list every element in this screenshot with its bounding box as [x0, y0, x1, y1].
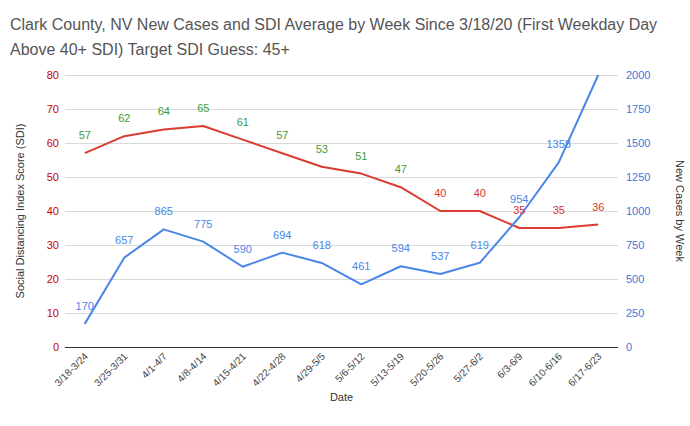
title: Clark County, NV New Cases and SDI Avera… — [10, 16, 657, 58]
x-tick-label: 3/18-3/24 — [52, 350, 90, 388]
data-label: 64 — [158, 105, 170, 117]
x-tick-label: 6/10-6/16 — [526, 350, 564, 388]
data-label: 36 — [592, 201, 604, 213]
y-tick-label: 70 — [47, 103, 59, 115]
y2-tick-label: 1750 — [626, 103, 650, 115]
grid-line — [65, 177, 618, 178]
y-tick-label: 0 — [53, 341, 59, 353]
data-label: 35 — [553, 204, 565, 216]
data-label: 53 — [316, 143, 328, 155]
data-label: 51 — [355, 150, 367, 162]
data-label: 954 — [510, 193, 528, 205]
y2-tick-label: 750 — [626, 239, 644, 251]
x-tick-label: 6/3-6/9 — [495, 350, 525, 380]
grid-line — [65, 313, 618, 314]
data-label: 590 — [234, 243, 252, 255]
x-tick-label: 5/27-6/2 — [451, 350, 485, 384]
y-tick-label: 20 — [47, 273, 59, 285]
x-axis-title: Date — [330, 391, 353, 403]
data-label: 618 — [313, 239, 331, 251]
data-label: 35 — [513, 204, 525, 216]
data-label: 1358 — [547, 138, 571, 150]
title-line: Above 40+ SDI) Target SDI Guess: 45+ — [10, 41, 290, 58]
y2-tick-label: 1500 — [626, 137, 650, 149]
y2-tick-label: 250 — [626, 307, 644, 319]
x-tick-label: 3/25-3/31 — [92, 350, 130, 388]
x-tick-label: 4/22-4/28 — [250, 350, 288, 388]
x-tick-label: 5/20-5/26 — [408, 350, 446, 388]
data-label: 657 — [115, 234, 133, 246]
x-tick-label: 4/29-5/5 — [293, 350, 327, 384]
y-tick-label: 10 — [47, 307, 59, 319]
grid-line — [65, 279, 618, 280]
data-label: 57 — [276, 129, 288, 141]
grid-line — [65, 211, 618, 212]
data-label: 594 — [392, 242, 410, 254]
grid-line — [65, 75, 618, 76]
y-axis-title: Social Distancing Index Score (SDI) — [14, 124, 26, 299]
x-tick-label: 5/13-5/19 — [368, 350, 406, 388]
y2-axis-title: New Cases by Week — [674, 160, 686, 262]
data-label: 694 — [273, 229, 291, 241]
grid-line — [65, 245, 618, 246]
data-label: 619 — [471, 239, 489, 251]
chart: Clark County, NV New Cases and SDI Avera… — [0, 0, 690, 426]
data-label: 461 — [352, 260, 370, 272]
data-label: 57 — [79, 129, 91, 141]
y-tick-label: 60 — [47, 137, 59, 149]
plot-area — [85, 75, 599, 324]
data-label: 775 — [194, 218, 212, 230]
data-label: 61 — [237, 116, 249, 128]
y-tick-label: 30 — [47, 239, 59, 251]
x-tick-label: 5/6-5/12 — [333, 350, 367, 384]
series-line — [85, 126, 599, 228]
title-line: Clark County, NV New Cases and SDI Avera… — [10, 16, 657, 33]
data-label: 537 — [431, 250, 449, 262]
data-label: 65 — [197, 102, 209, 114]
y-tick-label: 40 — [47, 205, 59, 217]
y2-tick-label: 500 — [626, 273, 644, 285]
data-label: 62 — [118, 112, 130, 124]
x-tick-label: 6/17-6/23 — [566, 350, 604, 388]
y2-tick-label: 1000 — [626, 205, 650, 217]
data-label: 40 — [434, 187, 446, 199]
data-label: 40 — [474, 187, 486, 199]
y2-tick-label: 2000 — [626, 69, 650, 81]
y2-tick-label: 1250 — [626, 171, 650, 183]
series-line — [85, 75, 599, 324]
grid-line — [65, 143, 618, 144]
y-tick-label: 50 — [47, 171, 59, 183]
data-label: 865 — [155, 205, 173, 217]
grid-line — [65, 109, 618, 110]
data-label: 47 — [395, 163, 407, 175]
background — [0, 0, 690, 426]
x-tick-label: 4/15-4/21 — [210, 350, 248, 388]
x-tick-label: 4/8-4/14 — [175, 350, 209, 384]
y2-tick-label: 0 — [626, 341, 632, 353]
y-tick-label: 80 — [47, 69, 59, 81]
grid-line — [65, 347, 618, 348]
data-label: 170 — [76, 300, 94, 312]
x-tick-label: 4/1-4/7 — [139, 350, 169, 380]
